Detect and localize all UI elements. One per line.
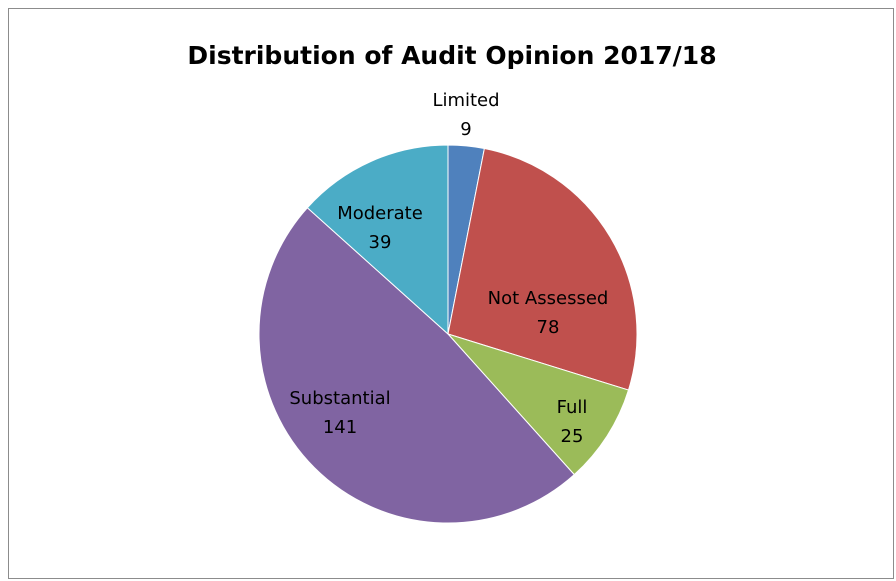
- pie-data-labels: Limited 9 Not Assessed 78 Full 25 Substantial 1…: [289, 90, 608, 447]
- chart-area: Distribution of Audit Opinion 2017/18 Li…: [8, 8, 894, 579]
- data-label-substantial: Substantial 141: [289, 388, 390, 438]
- chart-title: Distribution of Audit Opinion 2017/18: [187, 41, 717, 70]
- pie-slice-moderate: [306, 144, 449, 336]
- pie-slice-not-assessed: [447, 147, 638, 391]
- pie-slices: [258, 144, 638, 524]
- pie-slice-substantial: [258, 207, 575, 524]
- data-label-limited: Limited 9: [432, 90, 499, 140]
- data-label-not-assessed: Not Assessed 78: [488, 288, 609, 338]
- data-label-moderate: Moderate 39: [337, 203, 423, 253]
- data-label-full: Full 25: [557, 397, 588, 447]
- pie-slice-full: [446, 332, 630, 476]
- pie-chart: Limited 9 Not Assessed 78 Full 25 Substantial 1…: [258, 90, 638, 524]
